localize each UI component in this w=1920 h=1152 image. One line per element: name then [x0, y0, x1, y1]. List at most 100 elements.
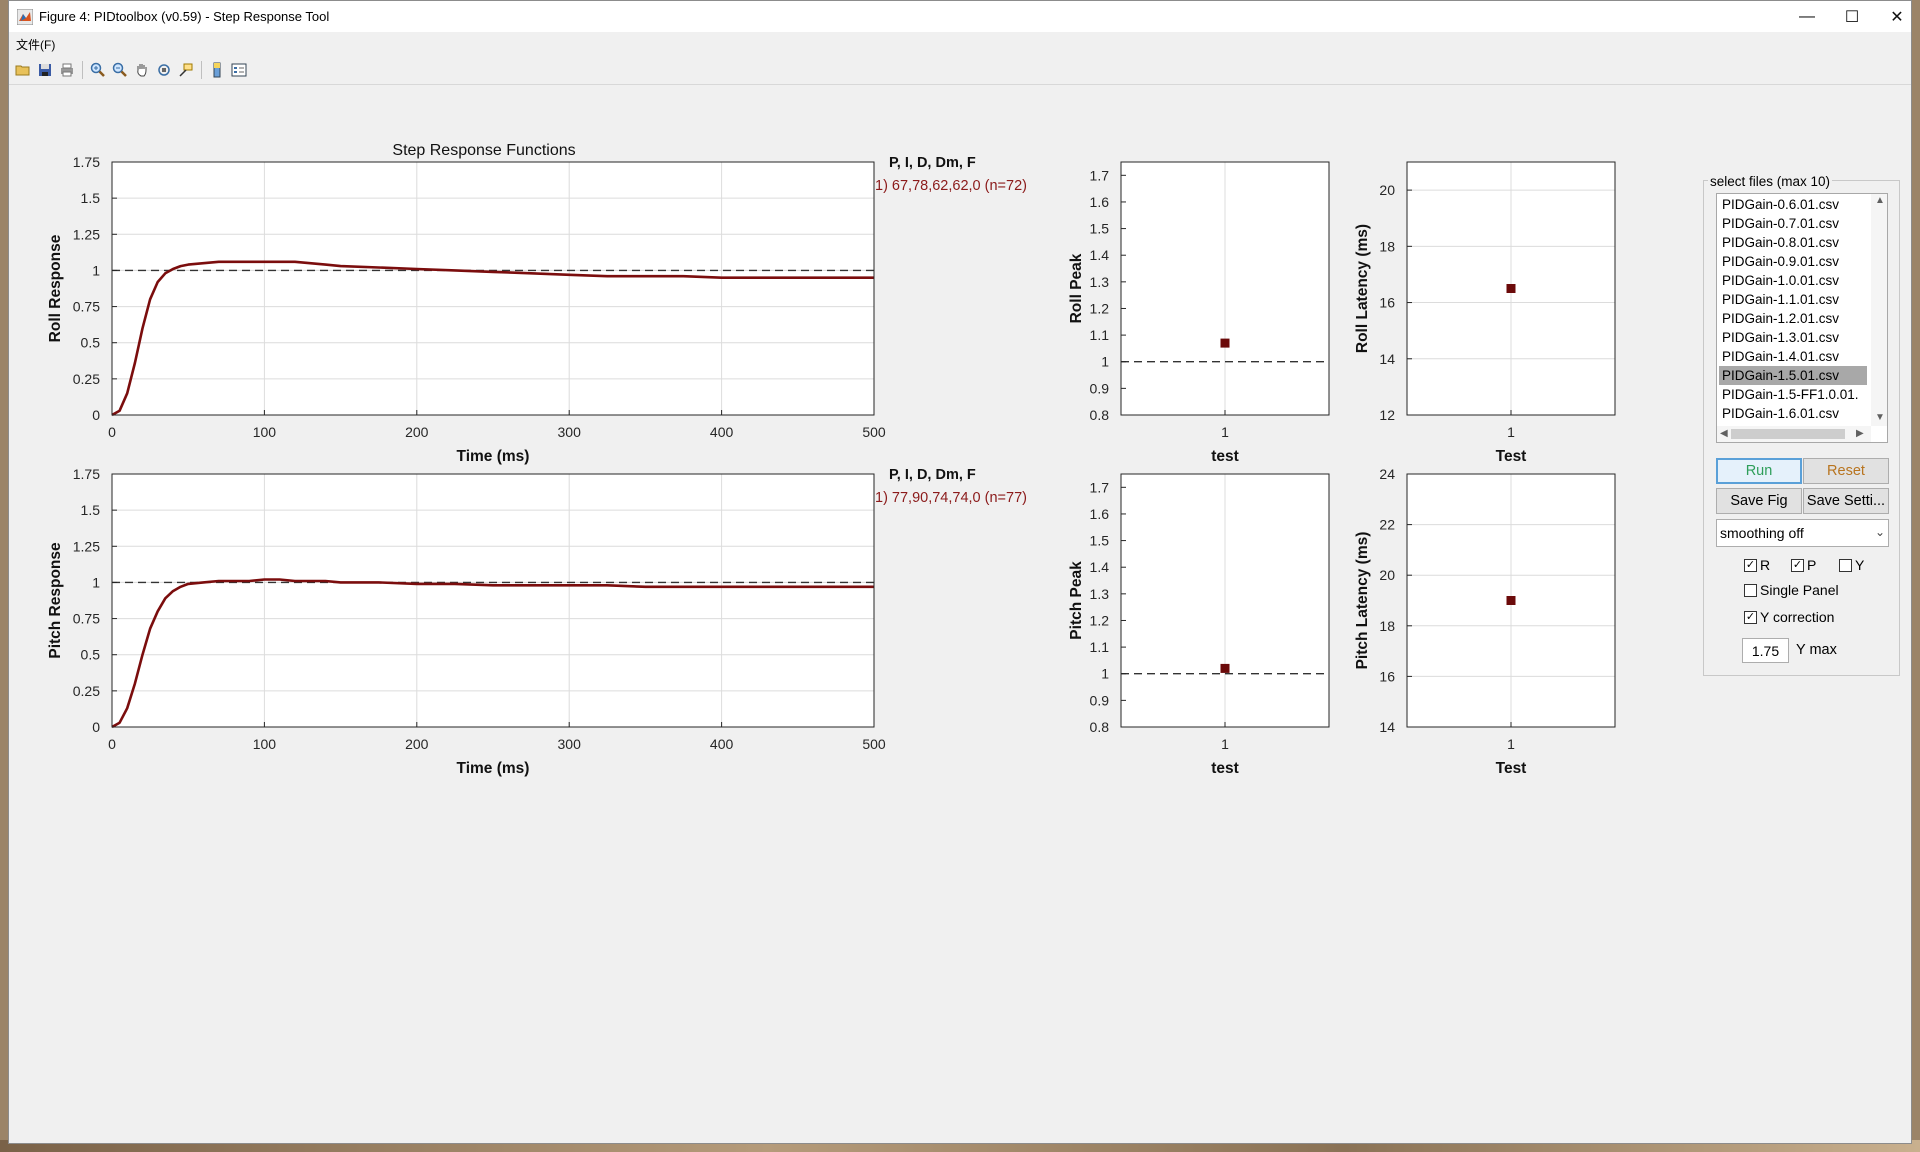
figure-toolbar	[9, 56, 1911, 85]
unchecked-box-icon	[1839, 558, 1852, 572]
checkbox-y-label: Y	[1855, 557, 1865, 573]
data-point	[1220, 338, 1230, 348]
y-tick-label: 22	[1379, 517, 1395, 533]
checkbox-r[interactable]: ✓ R	[1744, 557, 1770, 573]
y-tick-label: 1.5	[1090, 533, 1110, 549]
file-list-item[interactable]: PIDGain-1.5.01.csv	[1719, 366, 1867, 385]
pan-hand-icon[interactable]	[131, 59, 153, 81]
data-point	[1506, 596, 1516, 605]
ymax-label: Y max	[1796, 642, 1837, 658]
x-tick-label: 1	[1221, 424, 1229, 440]
menu-file[interactable]: 文件(F)	[16, 37, 56, 52]
scroll-up-icon[interactable]: ▲	[1875, 195, 1885, 206]
checkbox-single-panel[interactable]: Single Panel	[1744, 582, 1839, 598]
x-tick-label: 400	[710, 736, 734, 752]
y-tick-label: 1.25	[73, 538, 100, 554]
y-tick-label: 16	[1379, 668, 1395, 684]
rotate-3d-icon[interactable]	[153, 59, 175, 81]
save-fig-button[interactable]: Save Fig	[1716, 488, 1802, 514]
y-tick-label: 1.1	[1090, 327, 1110, 343]
file-list-item[interactable]: PIDGain-1.6.01.csv	[1722, 406, 1840, 421]
chart-3: 1 12 14 16 18 20 Test Roll Latency (ms)	[1354, 161, 1616, 465]
zoom-in-icon[interactable]	[87, 59, 109, 81]
y-tick-label: 1.4	[1090, 559, 1110, 575]
y-tick-label: 0.25	[73, 371, 100, 387]
check-icon: ✓	[1744, 558, 1757, 572]
minimize-icon[interactable]: —	[1799, 7, 1815, 25]
file-list-item[interactable]: PIDGain-1.4.01.csv	[1722, 349, 1840, 364]
y-tick-label: 1	[92, 574, 100, 590]
scroll-left-icon[interactable]: ◀	[1720, 428, 1728, 439]
file-list-item[interactable]: PIDGain-0.7.01.csv	[1722, 216, 1840, 231]
x-tick-label: 500	[862, 424, 886, 440]
y-tick-label: 1	[1101, 666, 1109, 682]
single-panel-label: Single Panel	[1760, 582, 1839, 598]
smoothing-dropdown[interactable]: smoothing off ⌄	[1716, 519, 1889, 547]
y-correction-label: Y correction	[1760, 609, 1835, 625]
menu-bar: 文件(F)	[9, 32, 1911, 56]
x-tick-label: 1	[1507, 736, 1515, 752]
file-list-item[interactable]: PIDGain-1.0.01.csv	[1722, 273, 1840, 288]
legend-icon[interactable]	[228, 59, 250, 81]
scroll-down-icon[interactable]: ▼	[1875, 412, 1885, 423]
y-tick-label: 1.75	[73, 466, 100, 482]
checkbox-y[interactable]: Y	[1839, 557, 1864, 573]
scroll-right-icon[interactable]: ▶	[1856, 428, 1864, 439]
plot-area	[112, 162, 874, 415]
file-listbox[interactable]: PIDGain-0.6.01.csv PIDGain-0.7.01.csv PIDG…	[1716, 193, 1888, 443]
data-cursor-icon[interactable]	[175, 59, 197, 81]
checkbox-y-correction[interactable]: ✓ Y correction	[1744, 609, 1834, 625]
horizontal-scrollbar[interactable]: ◀ ▶	[1717, 426, 1871, 442]
reset-button[interactable]: Reset	[1803, 458, 1889, 484]
file-list-item[interactable]: PIDGain-1.1.01.csv	[1722, 292, 1840, 307]
gains-value-pitch: 1) 77,90,74,74,0 (n=77)	[875, 490, 1027, 506]
horizontal-scroll-thumb[interactable]	[1731, 429, 1845, 439]
y-tick-label: 1.25	[73, 226, 100, 242]
control-panel: select files (max 10) PIDGain-0.6.01.csv…	[1703, 174, 1900, 676]
file-list-item[interactable]: PIDGain-1.5-FF1.0.01.	[1722, 387, 1859, 402]
file-list-item[interactable]: PIDGain-0.6.01.csv	[1722, 197, 1840, 212]
y-tick-label: 1.6	[1090, 194, 1110, 210]
ymax-input[interactable]: 1.75	[1742, 638, 1789, 663]
save-icon[interactable]	[34, 59, 56, 81]
x-tick-label: 300	[558, 424, 582, 440]
axes-frame	[111, 161, 875, 416]
file-list-item[interactable]: PIDGain-0.8.01.csv	[1722, 235, 1840, 250]
maximize-icon[interactable]: ☐	[1844, 8, 1860, 26]
series-line	[111, 260, 874, 417]
vertical-scrollbar[interactable]: ▲ ▼	[1871, 194, 1887, 426]
close-icon[interactable]: ✕	[1890, 8, 1904, 26]
file-list-item[interactable]: PIDGain-1.2.01.csv	[1722, 311, 1840, 326]
y-tick-label: 1.2	[1090, 612, 1110, 628]
print-icon[interactable]	[56, 59, 78, 81]
checkbox-p[interactable]: ✓ P	[1791, 557, 1816, 573]
x-axis-label: test	[1211, 448, 1239, 465]
y-tick-label: 1.2	[1090, 300, 1110, 316]
y-tick-label: 1.75	[73, 154, 100, 170]
chart-5: 1 14 16 18 20 22 24 Test Pitch Latency (ms)	[1354, 466, 1616, 777]
unchecked-box-icon	[1744, 583, 1757, 597]
save-settings-button[interactable]: Save Setti...	[1803, 488, 1889, 514]
y-tick-label: 16	[1379, 295, 1395, 311]
window-title: Figure 4: PIDtoolbox (v0.59) - Step Resp…	[39, 9, 330, 24]
y-tick-label: 20	[1379, 182, 1395, 198]
y-tick-label: 0.9	[1090, 692, 1110, 708]
y-tick-label: 0.5	[81, 335, 101, 351]
zoom-out-icon[interactable]	[109, 59, 131, 81]
y-axis-label: Pitch Response	[47, 542, 64, 659]
file-list-item[interactable]: PIDGain-0.9.01.csv	[1722, 254, 1840, 269]
panel-title: select files (max 10)	[1708, 174, 1833, 189]
run-button[interactable]: Run	[1716, 458, 1802, 484]
open-folder-icon[interactable]	[12, 59, 34, 81]
y-tick-label: 1.5	[81, 502, 101, 518]
x-axis-label: Time (ms)	[457, 760, 530, 777]
series-line	[111, 578, 874, 729]
y-axis-label: Roll Response	[47, 234, 64, 342]
x-axis-label: test	[1211, 760, 1239, 777]
y-tick-label: 0.25	[73, 683, 100, 699]
colorbar-icon[interactable]	[206, 59, 228, 81]
y-tick-label: 0.75	[73, 299, 100, 315]
toolbar-separator	[82, 61, 83, 79]
file-list-item[interactable]: PIDGain-1.3.01.csv	[1722, 330, 1840, 345]
x-tick-label: 1	[1507, 424, 1515, 440]
